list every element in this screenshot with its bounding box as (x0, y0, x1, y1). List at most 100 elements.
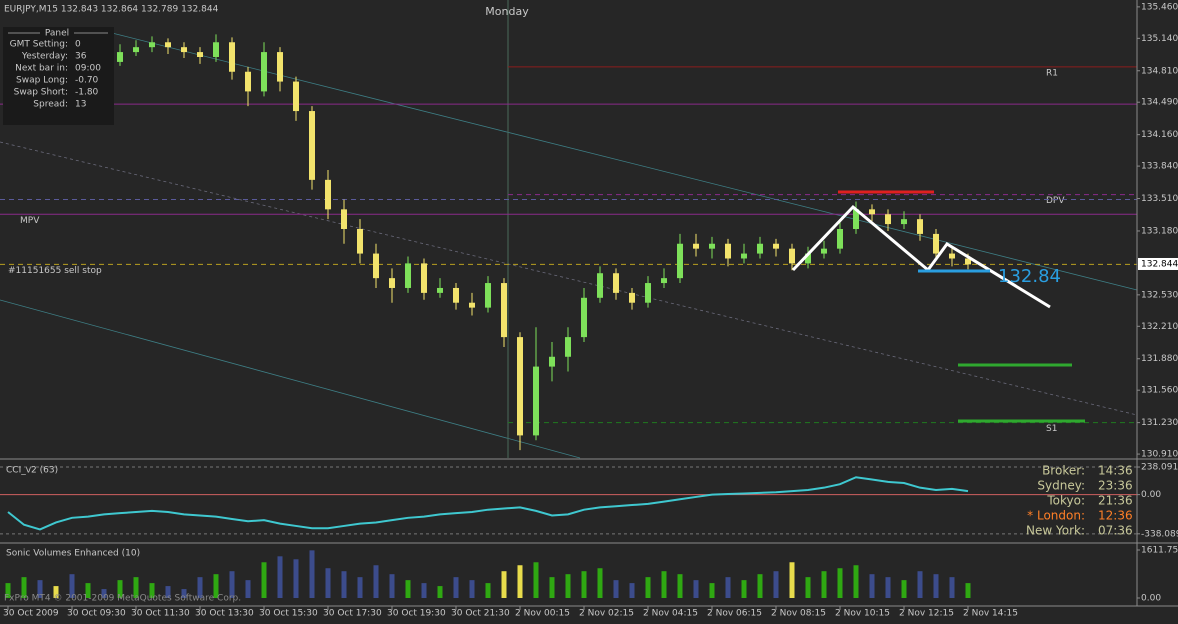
y-tick-label: 134.810 (1141, 66, 1178, 76)
info-value: 13 (75, 100, 86, 110)
candle-body (901, 219, 907, 225)
info-rows: GMT Setting: 0 Yesterday: 36 Next bar in: 09:… (10, 40, 102, 110)
y-tick-label: 131.560 (1141, 386, 1178, 396)
x-tick-label: 2 Nov 06:15 (707, 609, 762, 619)
cci-line (7, 476, 969, 531)
candle-body (261, 52, 267, 92)
info-label: Yesterday: (21, 52, 68, 62)
candle-body (741, 253, 747, 259)
volume-bar (869, 574, 875, 599)
volume-bar (549, 577, 555, 599)
volume-bar (853, 565, 859, 599)
candle-body (341, 209, 347, 229)
volume-bar (53, 586, 59, 599)
volume-bar (565, 574, 571, 599)
level-label: MPV (20, 216, 40, 226)
y-tick-label: 132.530 (1141, 290, 1178, 300)
y-tick-label: 135.460 (1141, 2, 1178, 12)
x-axis: 30 Oct 2009 30 Oct 09:30 30 Oct 11:30 30 Oc… (3, 606, 1018, 619)
volume-bar (213, 574, 219, 599)
candle-body (709, 243, 715, 249)
candle-body (453, 287, 459, 303)
info-label: Swap Long: (16, 76, 68, 86)
volume-bar (293, 559, 299, 599)
candle-body (469, 302, 475, 308)
candle-body (149, 42, 155, 48)
y-tick-label: 133.180 (1141, 226, 1178, 236)
volume-bar (117, 580, 123, 599)
candle-body (837, 229, 843, 249)
x-tick-label: 30 Oct 09:30 (67, 609, 126, 619)
x-tick-label: 30 Oct 21:30 (451, 609, 510, 619)
volume-bar (917, 571, 923, 599)
candle-body (645, 283, 651, 303)
clock-label: Broker: (1042, 464, 1085, 478)
volume-bar (165, 586, 171, 599)
volume-bar (485, 583, 491, 599)
y-tick-label: 135.140 (1141, 34, 1178, 44)
candle-body (773, 243, 779, 249)
volume-bar (69, 574, 75, 599)
candle-body (869, 209, 875, 215)
volume-bar (325, 568, 331, 599)
candle-body (325, 179, 331, 210)
volume-bar (309, 550, 315, 599)
x-tick-label: 2 Nov 12:15 (899, 609, 954, 619)
volume-bar (613, 580, 619, 599)
volume-bar (373, 565, 379, 599)
candle-body (917, 219, 923, 234)
candle-body (853, 209, 859, 229)
volume-panel (5, 550, 971, 599)
level-label: S1 (1046, 424, 1057, 434)
candle-body (245, 71, 251, 92)
candle-body (677, 243, 683, 279)
volume-bar (677, 574, 683, 599)
volume-bar (517, 565, 523, 599)
y-tick-label: 131.230 (1141, 418, 1178, 428)
volume-bar (933, 574, 939, 599)
volume-bar (229, 571, 235, 599)
indicator-title: CCI_v2 (63) (6, 466, 58, 476)
volume-bar (357, 577, 363, 599)
current-price: 132.844 (1141, 259, 1178, 269)
info-value: -1.80 (75, 88, 99, 98)
y-tick-label: 131.880 (1141, 354, 1178, 364)
volume-bar (629, 583, 635, 599)
volume-bar (501, 571, 507, 599)
x-tick-label: 2 Nov 14:15 (963, 609, 1018, 619)
volume-bar (741, 580, 747, 599)
volume-bar (261, 562, 267, 599)
candle-body (789, 248, 795, 264)
volume-bar (181, 589, 187, 599)
volume-bar (837, 568, 843, 599)
candle-body (661, 278, 667, 284)
candle-body (725, 243, 731, 259)
info-label: Next bar in: (15, 64, 68, 74)
candle-body (693, 243, 699, 249)
candle-body (437, 287, 443, 293)
volume-bar (693, 580, 699, 599)
clocks: Broker: 14:36 Sydney: 23:36 Tokyo: 21:36 * Lon… (1026, 464, 1133, 538)
x-tick-label: 2 Nov 04:15 (643, 609, 698, 619)
candle-body (581, 297, 587, 338)
volume-bar (885, 577, 891, 599)
indicator-title: Sonic Volumes Enhanced (10) (6, 549, 140, 559)
candle-body (181, 47, 187, 53)
info-label: Swap Short: (14, 88, 68, 98)
clock-label: Sydney: (1037, 479, 1085, 493)
volume-bar (469, 580, 475, 599)
volume-bar (149, 583, 155, 599)
volume-bar (437, 586, 443, 599)
candle-body (405, 263, 411, 288)
chart-title: EURJPY,M15 132.843 132.864 132.789 132.8… (4, 5, 219, 15)
volume-bar (821, 571, 827, 599)
volume-bar (645, 577, 651, 599)
volume-bar (757, 574, 763, 599)
candle-body (885, 214, 891, 225)
candle-body (949, 253, 955, 259)
info-value: 36 (75, 52, 87, 62)
y-tick-label: 130.910 (1141, 450, 1178, 460)
info-panel (3, 27, 114, 125)
info-label: GMT Setting: (10, 40, 68, 50)
